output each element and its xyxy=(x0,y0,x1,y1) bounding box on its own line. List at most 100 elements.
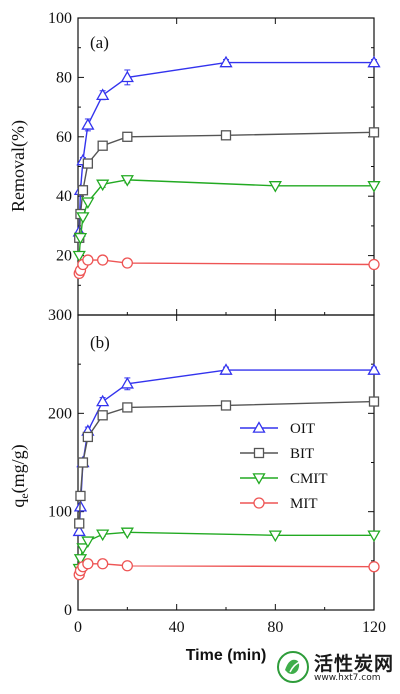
series-bit-point xyxy=(74,518,85,529)
series-mit-point xyxy=(368,561,380,573)
legend-label-mit: MIT xyxy=(290,496,318,512)
panel-a-series xyxy=(72,55,381,280)
panel-a-ylabel: Removal(%) xyxy=(8,120,29,212)
legend-marker-bit xyxy=(253,447,265,459)
panel-b-ytick-label: 0 xyxy=(64,602,72,619)
series-mit xyxy=(73,558,380,581)
watermark: 活性炭网 www.hxt7.com xyxy=(274,648,394,688)
series-oit xyxy=(72,55,381,237)
panel-b-xtick-label: 120 xyxy=(362,619,386,636)
watermark-url: www.hxt7.com xyxy=(314,673,381,683)
panel-b: (b) qe(mg/g) 0 100 200 300 0 40 80 120 OIT BIT CM… xyxy=(8,307,386,664)
series-cmit-point xyxy=(268,530,282,543)
series-cmit-point xyxy=(96,529,110,542)
panel-b-series xyxy=(72,363,381,581)
series-cmit-point xyxy=(367,530,381,543)
panel-a-ytick-label: 40 xyxy=(56,188,72,205)
series-bit-point xyxy=(77,185,89,196)
series-cmit-point xyxy=(76,212,90,224)
legend: OIT BIT CMIT MIT xyxy=(240,421,328,512)
series-oit-point xyxy=(120,70,134,83)
series-bit-point xyxy=(97,410,108,421)
legend-label-bit: BIT xyxy=(290,446,314,462)
series-oit-point xyxy=(219,55,233,68)
series-mit-point xyxy=(82,558,94,570)
series-cmit-point xyxy=(73,233,88,245)
series-cmit xyxy=(72,527,381,576)
series-oit-point xyxy=(367,363,381,375)
series-bit-point xyxy=(75,490,86,502)
panel-b-ticks: 0 100 200 300 0 40 80 120 xyxy=(48,307,386,636)
series-cmit-point xyxy=(81,536,95,548)
series-bit-point xyxy=(220,130,232,141)
series-mit-point xyxy=(368,258,380,271)
panel-b-xtick-label: 0 xyxy=(74,619,82,636)
series-oit-point xyxy=(81,118,95,130)
panel-b-ytick-label: 100 xyxy=(48,504,72,521)
series-bit xyxy=(74,396,380,529)
series-cmit-point xyxy=(268,181,282,193)
panel-a-ytick-label: 100 xyxy=(48,10,72,27)
series-mit-point xyxy=(121,257,133,269)
series-mit xyxy=(73,254,380,280)
legend-label-oit: OIT xyxy=(290,421,315,437)
panel-a-ytick-label: 60 xyxy=(56,129,72,146)
panel-a-ytick-label: 20 xyxy=(56,248,72,265)
legend-marker-oit xyxy=(252,421,266,433)
legend-label-cmit: CMIT xyxy=(290,471,328,487)
series-oit-point xyxy=(96,88,110,100)
series-bit-point xyxy=(77,457,89,468)
legend-marker-cmit xyxy=(252,473,266,485)
panel-b-ylabel: qe(mg/g) xyxy=(8,444,31,507)
series-oit-line xyxy=(78,61,374,232)
series-oit-point xyxy=(72,524,86,537)
panel-b-ylabel-sub: e xyxy=(17,493,31,498)
series-bit-point xyxy=(122,131,133,142)
panel-b-xtick-label: 40 xyxy=(169,619,185,636)
series-bit-point xyxy=(220,400,232,411)
panel-a-yticks: 20 40 60 80 100 xyxy=(48,10,375,316)
series-oit-line xyxy=(78,369,374,532)
series-cmit xyxy=(72,175,381,263)
panel-b-ytick-label: 200 xyxy=(48,405,72,422)
panel-b-ylabel-unit: (mg/g) xyxy=(8,444,29,493)
series-bit-point xyxy=(368,127,380,138)
series-oit-point xyxy=(219,363,233,375)
panel-b-xlabel: Time (min) xyxy=(186,647,267,664)
series-bit-line xyxy=(78,131,375,238)
legend-item-oit: OIT xyxy=(240,421,315,437)
series-mit-point xyxy=(121,560,133,572)
series-bit-point xyxy=(97,140,108,151)
series-cmit-point xyxy=(120,175,134,187)
series-cmit-point xyxy=(72,250,86,263)
series-bit xyxy=(74,127,380,243)
panel-b-ylabel-q: q xyxy=(8,499,28,508)
series-bit-point xyxy=(368,396,380,407)
panel-b-label: (b) xyxy=(90,333,110,352)
legend-marker-mit xyxy=(253,497,265,509)
panel-b-ytick-label: 300 xyxy=(48,307,72,324)
panel-a: (a) Removal(%) 20 40 60 80 100 xyxy=(8,10,381,316)
series-cmit-point xyxy=(367,181,381,193)
series-oit-point xyxy=(96,394,110,407)
series-cmit-point xyxy=(73,554,88,566)
series-mit-point xyxy=(97,558,109,570)
series-bit-line xyxy=(78,400,375,524)
legend-item-cmit: CMIT xyxy=(240,471,328,487)
series-bit-point xyxy=(122,402,133,413)
series-cmit-point xyxy=(96,179,110,192)
watermark-title: 活性炭网 xyxy=(314,653,395,675)
series-oit xyxy=(72,363,381,537)
panel-a-ytick-label: 80 xyxy=(56,69,72,86)
series-oit-point xyxy=(367,55,381,68)
series-cmit-line xyxy=(78,179,374,256)
series-bit-point xyxy=(82,158,94,169)
legend-item-bit: BIT xyxy=(240,446,314,462)
series-cmit-point xyxy=(120,527,134,540)
series-cmit-point xyxy=(76,543,90,555)
series-mit-point xyxy=(97,254,109,266)
legend-item-mit: MIT xyxy=(240,496,318,512)
panel-a-label: (a) xyxy=(90,33,109,52)
watermark-logo-icon xyxy=(277,651,309,683)
